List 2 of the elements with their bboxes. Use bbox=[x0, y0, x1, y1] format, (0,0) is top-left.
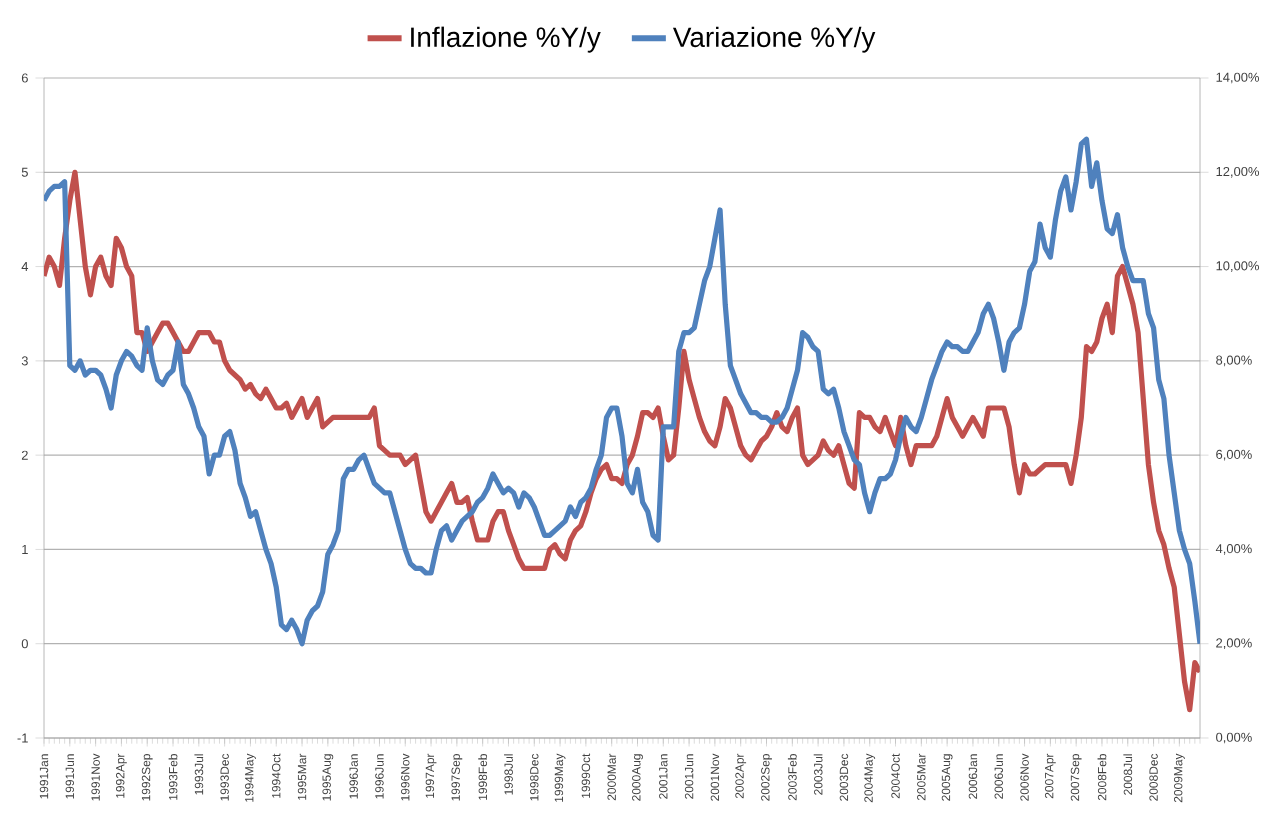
legend-label: Variazione %Y/y bbox=[672, 26, 876, 53]
legend-label: Inflazione %Y/y bbox=[411, 26, 601, 53]
